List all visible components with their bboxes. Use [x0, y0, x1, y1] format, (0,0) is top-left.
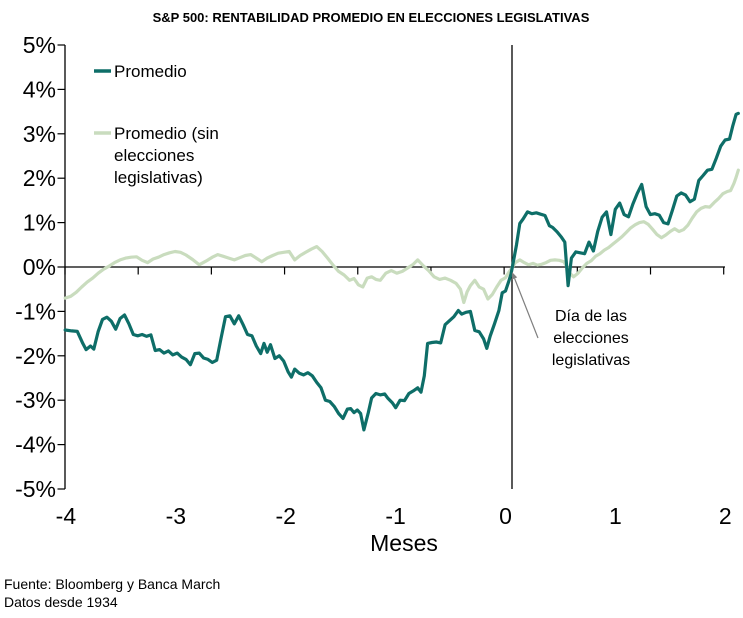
- y-tick-label: 2%: [23, 165, 56, 191]
- annotation-line3: legislativas: [552, 352, 630, 369]
- y-axis: 5% 4% 3% 2% 1% 0% -1% -2% -3% -4% -5%: [15, 32, 66, 502]
- x-axis-title: Meses: [370, 530, 438, 556]
- x-axis-ticks: [64, 267, 725, 275]
- data-range-text: Datos desde 1934: [4, 594, 118, 610]
- x-tick-label: -4: [56, 503, 77, 529]
- y-tick-label: 4%: [23, 76, 56, 102]
- y-tick-label: -1%: [15, 298, 56, 324]
- x-tick-label: 1: [609, 503, 622, 529]
- y-tick-label: -4%: [15, 432, 56, 458]
- y-tick-label: 3%: [23, 121, 56, 147]
- annotation-arrowhead-icon: [511, 272, 518, 280]
- legend-label-promedio-sin-line1: Promedio (sin: [114, 124, 219, 143]
- legend-label-promedio: Promedio: [114, 62, 187, 81]
- annotation-line2: elecciones: [553, 330, 629, 347]
- y-tick-label: -5%: [15, 476, 56, 502]
- y-tick-label: 5%: [23, 32, 56, 58]
- y-tick-label: -2%: [15, 343, 56, 369]
- annotation-arrow-line: [514, 278, 539, 339]
- y-tick-label: -3%: [15, 387, 56, 413]
- y-axis-ticks: 5% 4% 3% 2% 1% 0% -1% -2% -3% -4% -5%: [15, 32, 65, 502]
- x-axis: -4 -3 -2 -1 0 1 2 Meses: [56, 266, 732, 556]
- x-tick-label: -2: [275, 503, 295, 529]
- y-tick-label: 1%: [23, 210, 56, 236]
- series-lines: [63, 111, 740, 432]
- x-tick-label: 2: [719, 503, 732, 529]
- x-tick-label: -3: [166, 503, 186, 529]
- series-line-promedio: [63, 111, 740, 432]
- annotation-line1: Día de las: [555, 308, 627, 325]
- x-tick-label: 0: [499, 503, 512, 529]
- legend: Promedio Promedio (sin elecciones legisl…: [94, 62, 219, 187]
- legend-label-promedio-sin-line3: legislativas): [114, 168, 203, 187]
- y-tick-label: 0%: [23, 254, 56, 280]
- legend-label-promedio-sin-line2: elecciones: [114, 146, 194, 165]
- annotation-election-day: Día de las elecciones legislativas: [511, 272, 630, 369]
- x-tick-label: -1: [385, 503, 405, 529]
- x-axis-labels: -4 -3 -2 -1 0 1 2: [56, 503, 732, 529]
- source-text: Fuente: Bloomberg y Banca March: [4, 576, 220, 592]
- series-line-promedio-sin: [63, 168, 740, 305]
- chart-title: S&P 500: RENTABILIDAD PROMEDIO EN ELECCI…: [153, 10, 590, 25]
